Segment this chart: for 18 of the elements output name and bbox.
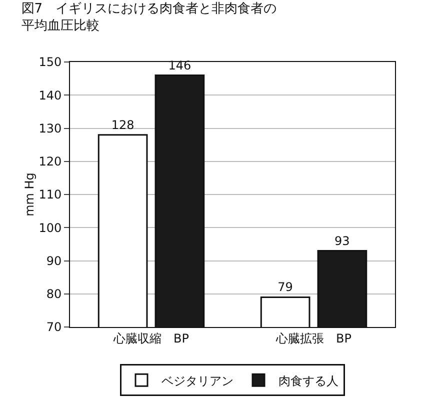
data-label: 128 <box>111 118 134 132</box>
x-tick-label: 心臓収縮 BP <box>112 331 189 346</box>
y-tick-label: 80 <box>46 287 62 302</box>
y-tick-label: 130 <box>38 121 62 136</box>
chart-title: 図7 イギリスにおける肉食者と非肉食者の平均血圧比較 <box>21 2 277 34</box>
legend-label: 肉食する人 <box>278 374 338 388</box>
y-tick-label: 90 <box>46 254 62 268</box>
y-axis-title: mm Hg <box>22 172 37 216</box>
y-tick-label: 140 <box>38 88 62 102</box>
y-tick-label: 100 <box>38 220 62 235</box>
y-tick-label: 110 <box>38 188 62 202</box>
y-tick-label: 120 <box>38 154 62 169</box>
y-tick-label: 70 <box>46 320 62 334</box>
legend-label: ベジタリアン <box>162 374 234 388</box>
y-tick-label: 150 <box>38 55 62 70</box>
data-label: 93 <box>334 234 350 248</box>
x-tick-label: 心臓拡張 BP <box>275 331 352 346</box>
data-label: 79 <box>278 280 293 294</box>
